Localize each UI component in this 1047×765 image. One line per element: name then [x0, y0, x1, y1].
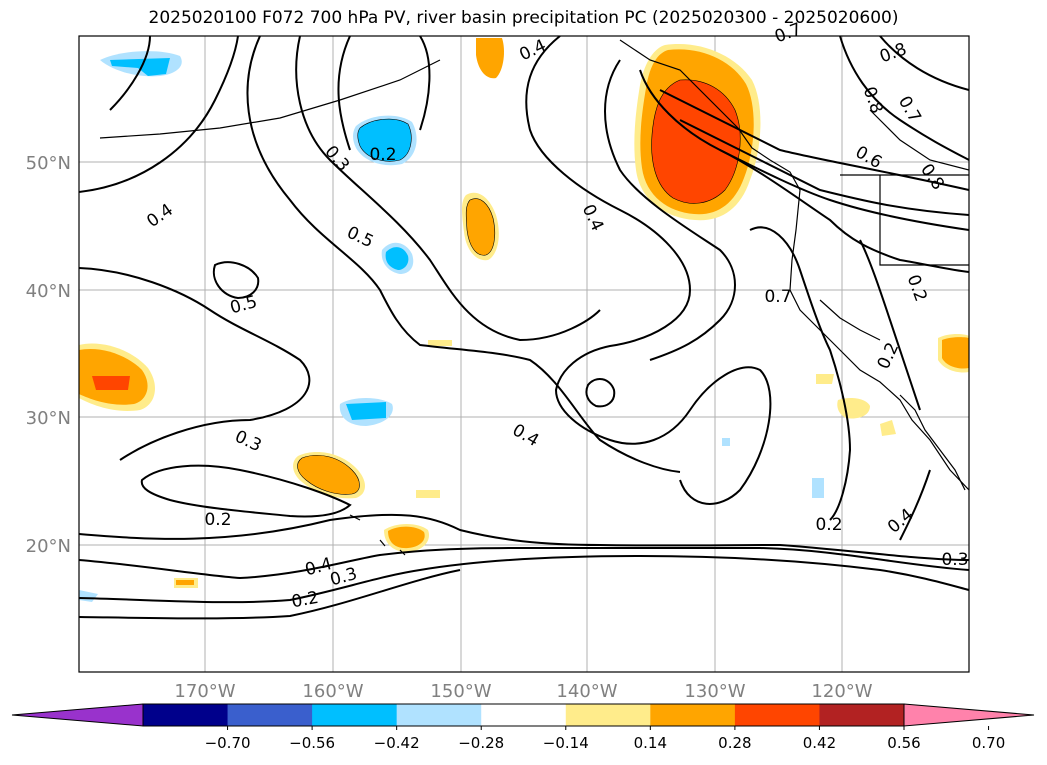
lon-label-140w: 140°W [556, 681, 617, 702]
colorbar-extend-min [11, 703, 144, 727]
colorbar-tick-label: −0.56 [289, 734, 335, 752]
colorbar-extend-max [903, 703, 1035, 727]
colorbar-border [142, 703, 905, 727]
colorbar-segment [481, 704, 567, 726]
lat-label-20n: 20°N [26, 536, 71, 557]
lon-label-150w: 150°W [430, 681, 491, 702]
lon-label-160w: 160°W [302, 681, 363, 702]
colorbar-tick-label: −0.28 [458, 734, 504, 752]
lat-label-40n: 40°N [26, 281, 71, 302]
contour-label: 0.2 [290, 588, 320, 612]
shading-outlines [297, 79, 741, 495]
coastlines [99, 39, 969, 556]
colorbar-segment [734, 704, 820, 726]
lat-label-50n: 50°N [26, 153, 71, 174]
contour-label: 0.7 [764, 287, 791, 307]
colorbar-tick-label: −0.14 [543, 734, 589, 752]
contour-label: 0.3 [941, 550, 968, 570]
colorbar-segment [227, 704, 313, 726]
colorbar-segment [396, 704, 482, 726]
map-title: 2025020100 F072 700 hPa PV, river basin … [148, 8, 899, 28]
colorbar-tick-label: 0.42 [803, 734, 836, 752]
colorbar-segment [312, 704, 398, 726]
pv-contours [79, 36, 969, 620]
colorbar-tick-label: 0.56 [887, 734, 920, 752]
precipitation-shading [79, 38, 969, 602]
colorbar-segment [819, 704, 905, 726]
contour-label: 0.2 [815, 515, 842, 535]
lon-labels: 170°W 160°W 150°W 140°W 130°W 120°W [174, 681, 872, 702]
lat-label-30n: 30°N [26, 408, 71, 429]
map-frame [78, 35, 970, 673]
contour-label: 0.2 [204, 510, 231, 530]
colorbar: −0.70 −0.56 −0.42 −0.28 −0.14 0.14 0.28 0.42 0.5… [11, 703, 1035, 752]
map-area [79, 36, 969, 672]
colorbar-segment [650, 704, 736, 726]
lat-labels: 50°N 40°N 30°N 20°N [26, 153, 71, 557]
colorbar-segment [143, 704, 229, 726]
colorbar-tick-label: 0.14 [634, 734, 667, 752]
colorbar-tick-label: −0.42 [374, 734, 420, 752]
lon-label-130w: 130°W [684, 681, 745, 702]
colorbar-tick-label: 0.28 [718, 734, 751, 752]
lon-label-170w: 170°W [174, 681, 235, 702]
lon-label-120w: 120°W [811, 681, 872, 702]
contour-label: 0.2 [369, 145, 396, 165]
colorbar-segment [565, 704, 651, 726]
colorbar-tick-label: −0.70 [205, 734, 251, 752]
colorbar-tick-label: 0.70 [972, 734, 1005, 752]
